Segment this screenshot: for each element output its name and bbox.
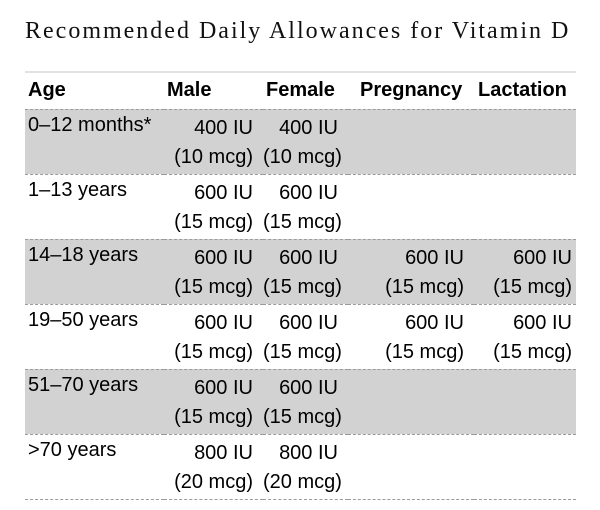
mcg-value: (15 mcg): [263, 340, 342, 363]
value-cell: 600 IU (15 mcg): [474, 238, 576, 304]
iu-value: 600 IU: [279, 181, 338, 204]
column-header-male: Male: [164, 71, 263, 109]
table-row: 1–13 years 600 IU (15 mcg) 600 IU (15 mc…: [25, 173, 576, 239]
iu-value: 600 IU: [513, 311, 572, 334]
iu-value: 600 IU: [194, 246, 253, 269]
value-cell: 800 IU (20 mcg): [263, 433, 348, 500]
value-cell: [474, 368, 576, 434]
value-cell: 600 IU (15 mcg): [348, 303, 474, 369]
column-header-female: Female: [263, 71, 348, 109]
value-cell: 600 IU (15 mcg): [263, 238, 348, 304]
table-row: 0–12 months* 400 IU (10 mcg) 400 IU (10 …: [25, 108, 576, 174]
mcg-value: (15 mcg): [174, 405, 253, 428]
value-cell: 600 IU (15 mcg): [164, 238, 263, 304]
column-header-lactation: Lactation: [474, 71, 576, 109]
mcg-value: (15 mcg): [385, 340, 464, 363]
value-cell: 600 IU (15 mcg): [164, 303, 263, 369]
value-cell: [348, 173, 474, 239]
iu-value: 400 IU: [194, 116, 253, 139]
mcg-value: (20 mcg): [174, 470, 253, 493]
mcg-value: (20 mcg): [263, 470, 342, 493]
mcg-value: (15 mcg): [263, 275, 342, 298]
column-header-age: Age: [25, 71, 164, 109]
iu-value: 800 IU: [279, 441, 338, 464]
age-cell: 51–70 years: [25, 368, 164, 434]
iu-value: 600 IU: [194, 311, 253, 334]
value-cell: [348, 108, 474, 174]
mcg-value: (10 mcg): [263, 145, 342, 168]
age-cell: 19–50 years: [25, 303, 164, 369]
iu-value: 600 IU: [279, 311, 338, 334]
value-cell: [474, 433, 576, 500]
age-cell: 0–12 months*: [25, 108, 164, 174]
mcg-value: (15 mcg): [263, 210, 342, 233]
iu-value: 800 IU: [194, 441, 253, 464]
header-row: Age Male Female Pregnancy Lactation: [25, 71, 576, 109]
iu-value: 600 IU: [279, 246, 338, 269]
value-cell: [474, 173, 576, 239]
iu-value: 600 IU: [405, 246, 464, 269]
mcg-value: (15 mcg): [174, 275, 253, 298]
table-row: >70 years 800 IU (20 mcg) 800 IU (20 mcg…: [25, 433, 576, 500]
value-cell: 600 IU (15 mcg): [263, 368, 348, 434]
value-cell: 400 IU (10 mcg): [263, 108, 348, 174]
table-row: 51–70 years 600 IU (15 mcg) 600 IU (15 m…: [25, 368, 576, 434]
value-cell: 600 IU (15 mcg): [164, 173, 263, 239]
mcg-value: (10 mcg): [174, 145, 253, 168]
table-row: 19–50 years 600 IU (15 mcg) 600 IU (15 m…: [25, 303, 576, 369]
value-cell: 600 IU (15 mcg): [263, 173, 348, 239]
value-cell: [348, 433, 474, 500]
value-cell: 400 IU (10 mcg): [164, 108, 263, 174]
mcg-value: (15 mcg): [174, 340, 253, 363]
value-cell: 600 IU (15 mcg): [348, 238, 474, 304]
value-cell: [348, 368, 474, 434]
page-title: Recommended Daily Allowances for Vitamin…: [25, 18, 571, 44]
iu-value: 600 IU: [405, 311, 464, 334]
value-cell: 600 IU (15 mcg): [263, 303, 348, 369]
iu-value: 600 IU: [279, 376, 338, 399]
iu-value: 600 IU: [194, 181, 253, 204]
value-cell: 600 IU (15 mcg): [474, 303, 576, 369]
mcg-value: (15 mcg): [263, 405, 342, 428]
mcg-value: (15 mcg): [174, 210, 253, 233]
iu-value: 400 IU: [279, 116, 338, 139]
iu-value: 600 IU: [513, 246, 572, 269]
mcg-value: (15 mcg): [493, 275, 572, 298]
age-cell: 1–13 years: [25, 173, 164, 239]
mcg-value: (15 mcg): [493, 340, 572, 363]
iu-value: 600 IU: [194, 376, 253, 399]
value-cell: [474, 108, 576, 174]
age-cell: >70 years: [25, 433, 164, 500]
age-cell: 14–18 years: [25, 238, 164, 304]
value-cell: 600 IU (15 mcg): [164, 368, 263, 434]
mcg-value: (15 mcg): [385, 275, 464, 298]
vitamin-d-rda-table: Age Male Female Pregnancy Lactation 0–12…: [25, 71, 576, 500]
value-cell: 800 IU (20 mcg): [164, 433, 263, 500]
table-row: 14–18 years 600 IU (15 mcg) 600 IU (15 m…: [25, 238, 576, 304]
column-header-pregnancy: Pregnancy: [348, 71, 474, 109]
